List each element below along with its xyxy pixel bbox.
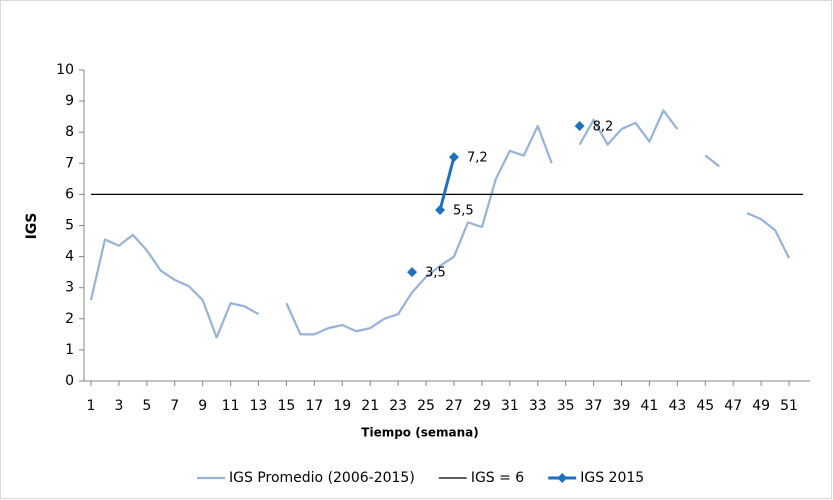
y-tick-label: 10 [56, 62, 74, 78]
legend-marker [557, 473, 568, 483]
x-tick-label: 5 [142, 398, 151, 414]
point-marker [448, 152, 459, 163]
x-tick-label: 11 [222, 398, 240, 414]
y-tick-label: 9 [65, 93, 74, 109]
y-tick-label: 1 [65, 342, 74, 358]
x-tick-label: 41 [641, 398, 659, 414]
x-tick-label: 13 [250, 398, 268, 414]
x-tick-label: 29 [473, 398, 491, 414]
y-tick-label: 5 [65, 218, 74, 234]
x-tick-label: 23 [389, 398, 407, 414]
x-tick-label: 49 [752, 398, 770, 414]
x-tick-label: 3 [114, 398, 123, 414]
y-tick-label: 7 [65, 155, 74, 171]
x-tick-label: 37 [585, 398, 603, 414]
point-marker [407, 267, 418, 278]
x-tick-label: 33 [529, 398, 547, 414]
x-tick-label: 47 [724, 398, 742, 414]
y-tick-label: 4 [65, 249, 74, 265]
x-tick-label: 21 [361, 398, 379, 414]
x-axis-title: Tiempo (semana) [361, 426, 478, 440]
series-line [89, 109, 791, 339]
y-axis-title: IGS [24, 213, 40, 240]
x-tick-label: 27 [445, 398, 463, 414]
data-label: 3,5 [425, 266, 446, 281]
y-tick-label: 6 [65, 186, 74, 202]
x-tick-label: 35 [557, 398, 575, 414]
x-tick-label: 51 [780, 398, 798, 414]
x-tick-label: 17 [305, 398, 323, 414]
y-tick-label: 8 [65, 124, 74, 140]
point-marker [574, 120, 585, 131]
x-tick-label: 25 [417, 398, 435, 414]
x-tick-label: 31 [501, 398, 519, 414]
data-label: 7,2 [467, 151, 488, 166]
x-tick-label: 43 [668, 398, 686, 414]
x-tick-label: 9 [198, 398, 207, 414]
legend-label: IGS = 6 [471, 470, 524, 486]
y-tick-label: 0 [65, 373, 74, 389]
data-label: 5,5 [453, 203, 474, 218]
legend-label: IGS Promedio (2006-2015) [229, 470, 415, 486]
data-label: 8,2 [593, 119, 614, 134]
x-tick-label: 1 [87, 398, 96, 414]
legend-label: IGS 2015 [580, 470, 644, 486]
x-tick-label: 7 [170, 398, 179, 414]
x-tick-label: 19 [333, 398, 351, 414]
point-marker [435, 204, 446, 215]
x-tick-label: 45 [696, 398, 714, 414]
y-tick-label: 3 [65, 280, 74, 296]
x-tick-label: 39 [613, 398, 631, 414]
x-tick-label: 15 [278, 398, 296, 414]
y-tick-label: 2 [65, 311, 74, 327]
